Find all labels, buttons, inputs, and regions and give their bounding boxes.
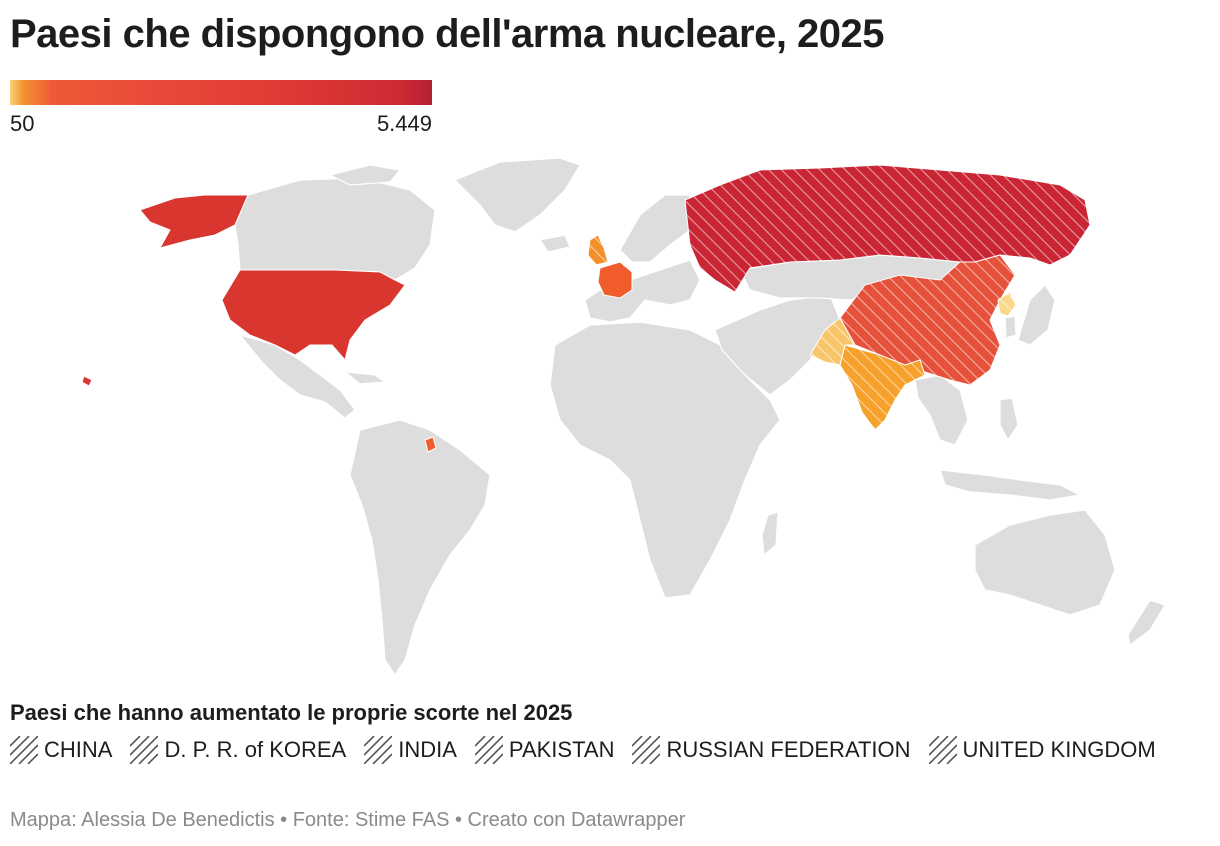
legend-title: Paesi che hanno aumentato le proprie sco… bbox=[10, 700, 573, 725]
land-iceland bbox=[539, 234, 571, 253]
land-caribbean bbox=[343, 371, 387, 385]
land-australia bbox=[974, 509, 1116, 616]
color-scale-min-label: 50 bbox=[10, 111, 35, 136]
legend-item-label: PAKISTAN bbox=[508, 737, 615, 762]
legend-item-label: D. P. R. of KOREA bbox=[164, 737, 347, 762]
footer-credits: Mappa: Alessia De Benedictis • Fonte: St… bbox=[10, 809, 686, 831]
legend-item-india: INDIA bbox=[364, 736, 457, 764]
legend-item-russian-federation: RUSSIAN FEDERATION bbox=[632, 736, 911, 764]
page-title: Paesi che dispongono dell'arma nucleare,… bbox=[10, 12, 885, 56]
hatch-swatch-icon bbox=[364, 736, 393, 764]
legend-item-china: CHINA bbox=[10, 736, 112, 764]
land-southeast-asia bbox=[914, 374, 969, 446]
region-united-kingdom-hatch bbox=[588, 235, 608, 265]
land-philippines bbox=[999, 397, 1019, 442]
land-greenland bbox=[453, 157, 581, 233]
land-mexico bbox=[238, 333, 356, 419]
color-scale-max-label: 5.449 bbox=[376, 111, 432, 136]
land-arctic-islands bbox=[328, 164, 402, 186]
region-united-states bbox=[221, 269, 406, 362]
color-scale-bar bbox=[10, 80, 432, 105]
region-dpr-korea-hatch bbox=[998, 292, 1016, 316]
land-south-korea bbox=[1004, 315, 1017, 339]
hatch-swatch-icon bbox=[632, 736, 661, 764]
region-hawaii bbox=[81, 375, 93, 387]
region-china-hatch bbox=[840, 255, 1015, 385]
region-russian-federation-hatch bbox=[685, 165, 1090, 292]
legend-item-pakistan: PAKISTAN bbox=[474, 736, 615, 764]
region-france bbox=[597, 261, 633, 299]
land-africa bbox=[549, 321, 781, 599]
hatch-swatch-icon bbox=[10, 736, 38, 764]
land-scandinavia bbox=[619, 194, 691, 263]
legend-item-label: CHINA bbox=[44, 737, 113, 762]
land-madagascar bbox=[761, 511, 779, 557]
land-indonesia bbox=[939, 469, 1082, 501]
land-japan bbox=[1017, 284, 1056, 346]
land-new-zealand bbox=[1127, 599, 1166, 647]
hatch-swatch-icon bbox=[130, 736, 159, 764]
legend: CHINA D. P. R. of KOREA INDIA PAKISTAN R… bbox=[10, 736, 1156, 764]
legend-item-label: RUSSIAN FEDERATION bbox=[666, 737, 911, 762]
land-south-america bbox=[349, 419, 491, 677]
region-india-hatch bbox=[840, 345, 925, 430]
world-map bbox=[81, 157, 1166, 677]
hatch-swatch-icon bbox=[474, 736, 503, 764]
legend-item-united-kingdom: UNITED KINGDOM bbox=[928, 736, 1156, 764]
region-french-guiana bbox=[424, 436, 437, 453]
legend-item-label: UNITED KINGDOM bbox=[962, 737, 1156, 762]
legend-item-dpr-korea: D. P. R. of KOREA bbox=[130, 736, 346, 764]
land-canada bbox=[234, 177, 436, 281]
region-pakistan-hatch bbox=[810, 318, 855, 365]
region-alaska bbox=[139, 194, 249, 249]
hatch-swatch-icon bbox=[928, 736, 957, 764]
legend-item-label: INDIA bbox=[398, 737, 457, 762]
